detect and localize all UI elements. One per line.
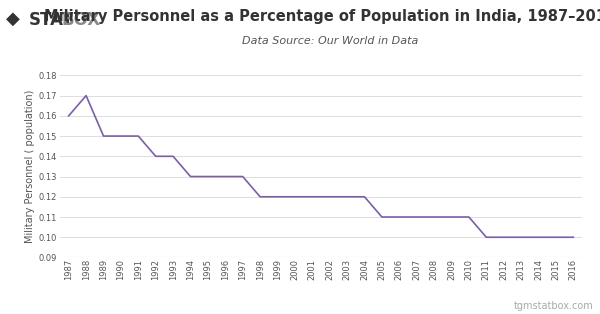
Text: BOX: BOX	[62, 11, 101, 29]
Text: ◆: ◆	[6, 9, 20, 27]
Text: Military Personnel as a Percentage of Population in India, 1987–2016: Military Personnel as a Percentage of Po…	[44, 9, 600, 24]
Text: STAT: STAT	[29, 11, 74, 29]
Text: tgmstatbox.com: tgmstatbox.com	[514, 301, 594, 311]
Text: Data Source: Our World in Data: Data Source: Our World in Data	[242, 36, 418, 46]
Y-axis label: Military Personnel ( population): Military Personnel ( population)	[25, 90, 35, 243]
